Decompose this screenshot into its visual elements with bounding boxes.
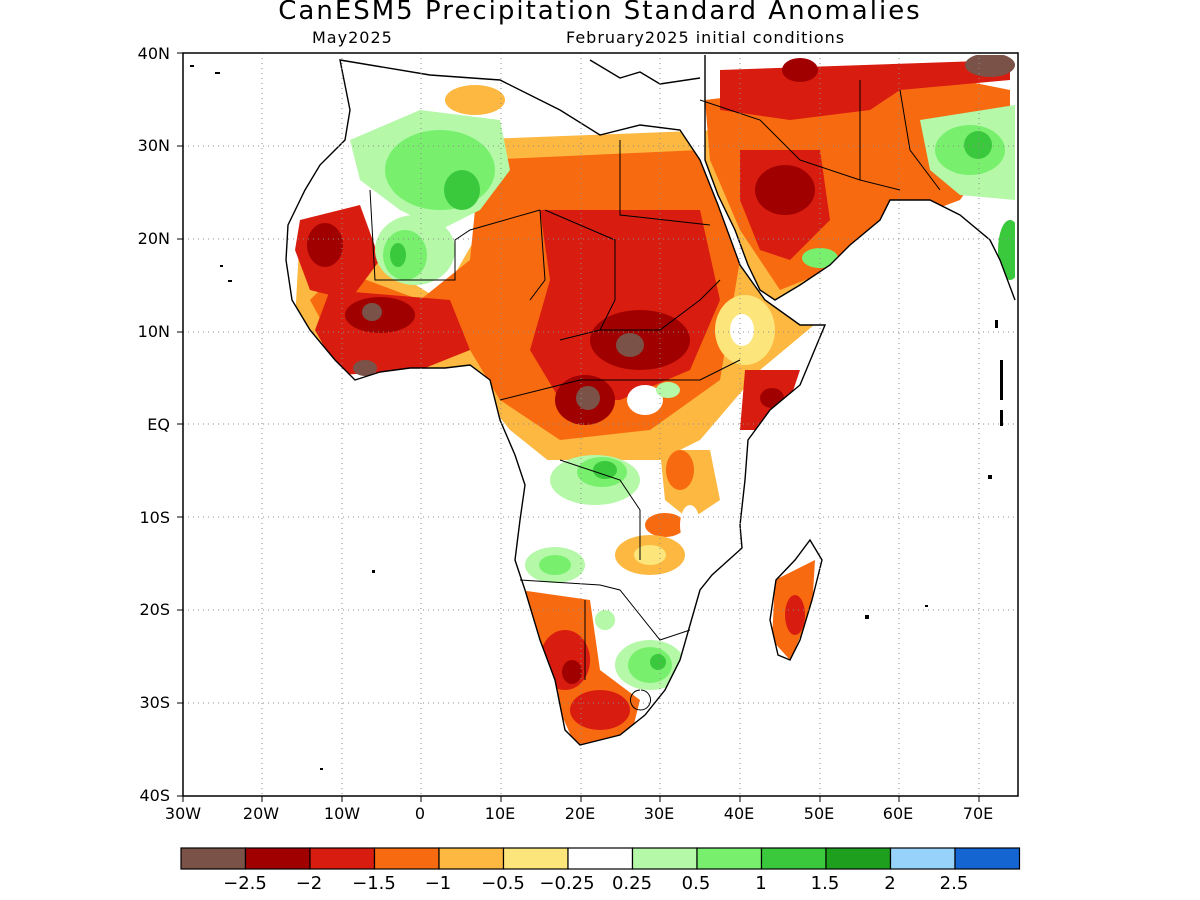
forecast-month: May2025 xyxy=(312,28,393,47)
lat-label: 30S xyxy=(139,693,170,712)
lon-label: 70E xyxy=(962,804,994,823)
colorbar-swatch xyxy=(309,847,376,870)
lat-label: 40N xyxy=(137,44,170,63)
colorbar-label: 2.5 xyxy=(939,873,969,894)
colorbar-swatch xyxy=(567,847,634,870)
lon-label: 10W xyxy=(323,804,361,823)
colorbar-label: 1.5 xyxy=(810,873,840,894)
colorbar-swatch xyxy=(631,847,698,870)
colorbar xyxy=(180,847,1021,870)
colorbar-label: −0.5 xyxy=(481,873,525,894)
lon-label: 50E xyxy=(803,804,835,823)
colorbar-label: 1 xyxy=(755,873,767,894)
colorbar-swatch xyxy=(954,847,1021,870)
lon-label: 0 xyxy=(414,804,426,823)
colorbar-swatch xyxy=(889,847,956,870)
colorbar-label: −2 xyxy=(295,873,323,894)
lat-label: 20S xyxy=(139,600,170,619)
colorbar-swatch xyxy=(180,847,247,870)
colorbar-label: −2.5 xyxy=(223,873,267,894)
colorbar-swatch xyxy=(696,847,763,870)
colorbar-swatch xyxy=(502,847,569,870)
axis-ticks xyxy=(177,52,980,802)
country-borders xyxy=(369,80,941,711)
colorbar-swatch xyxy=(244,847,311,870)
islands xyxy=(190,65,1003,770)
lat-label: 10S xyxy=(139,508,170,527)
lon-label: 30E xyxy=(643,804,675,823)
colorbar-label: −1 xyxy=(424,873,452,894)
lon-label: 30W xyxy=(164,804,202,823)
colorbar-label: 0.5 xyxy=(681,873,711,894)
initial-conditions: February2025 initial conditions xyxy=(566,28,846,47)
map-title: CanESM5 Precipitation Standard Anomalies xyxy=(278,0,922,26)
lat-label: 20N xyxy=(137,229,170,248)
colorbar-swatch xyxy=(760,847,827,870)
lon-label: 60E xyxy=(882,804,914,823)
lat-label: 40S xyxy=(139,786,170,805)
colorbar-label: −0.25 xyxy=(539,873,595,894)
lon-label: 40E xyxy=(723,804,755,823)
lon-label: 20E xyxy=(564,804,596,823)
colorbar-swatch xyxy=(373,847,440,870)
lon-label: 10E xyxy=(484,804,516,823)
lat-label: 30N xyxy=(137,136,170,155)
colorbar-swatch xyxy=(438,847,505,870)
colorbar-label: 0.25 xyxy=(611,873,653,894)
colorbar-swatch xyxy=(825,847,892,870)
colorbar-label: −1.5 xyxy=(352,873,396,894)
coastlines xyxy=(285,55,1016,746)
lat-label: 10N xyxy=(137,322,170,341)
colorbar-label: 2 xyxy=(884,873,896,894)
lon-label: 20W xyxy=(242,804,280,823)
lat-label: EQ xyxy=(147,415,170,434)
gridlines xyxy=(183,53,1018,796)
